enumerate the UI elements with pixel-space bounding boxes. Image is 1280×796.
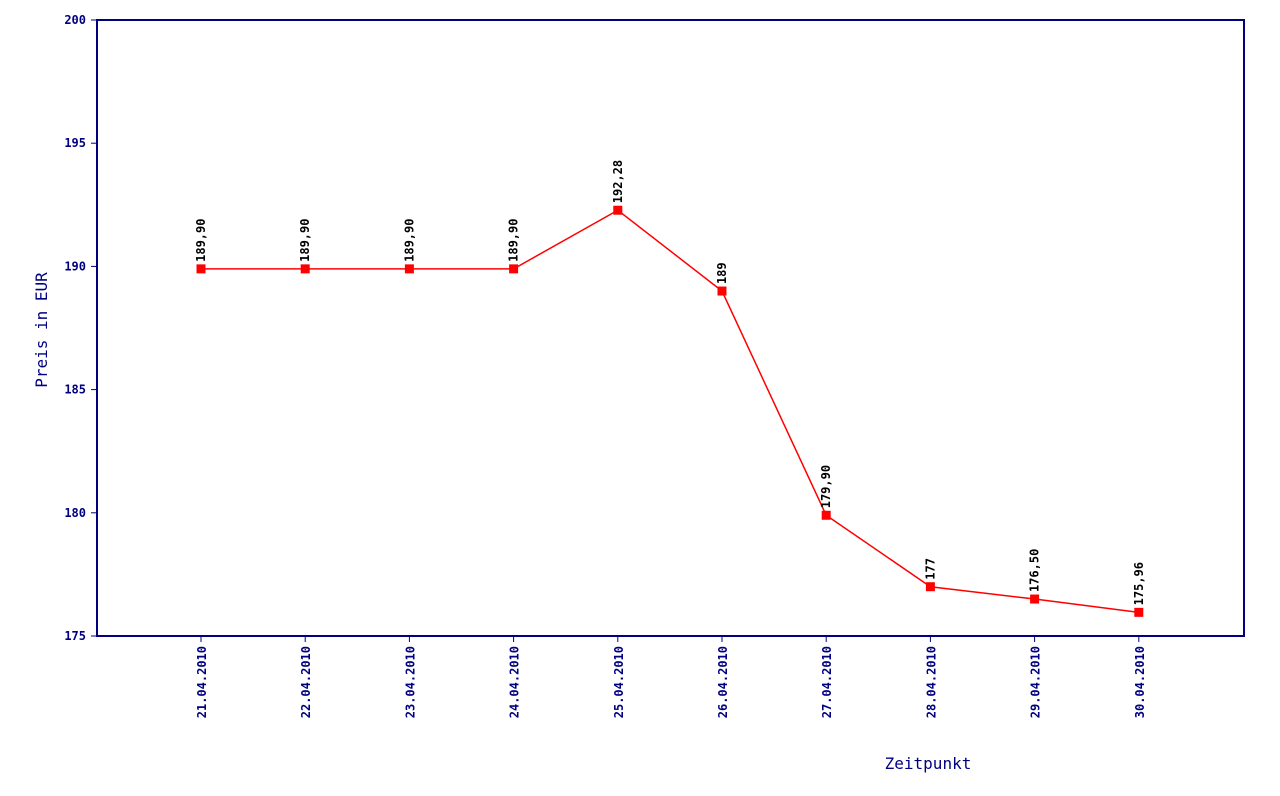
y-tick-label: 190 [64, 259, 86, 273]
series-layer: 189,90 189,90 189,90 189,90 192,28 189 179,90 1… [194, 160, 1146, 617]
data-point-marker [404, 264, 414, 274]
data-point-marker [509, 264, 519, 274]
data-value-label: 176,50 [1028, 549, 1042, 592]
x-tick-label: 23.04.2010 [403, 646, 417, 718]
x-tick-label: 25.04.2010 [612, 646, 626, 718]
data-value-label: 177 [923, 558, 937, 580]
series-line [201, 209, 1139, 614]
plot-frame [96, 19, 1245, 637]
data-point-marker [1030, 594, 1040, 604]
x-tick-label: 30.04.2010 [1133, 646, 1147, 718]
data-value-label: 189,90 [507, 219, 521, 262]
data-value-label: 175,96 [1132, 562, 1146, 605]
x-tick-label: 29.04.2010 [1029, 646, 1043, 718]
data-value-label: 189,90 [194, 219, 208, 262]
x-tick-label: 26.04.2010 [716, 646, 730, 718]
x-tick-label: 28.04.2010 [924, 646, 938, 718]
data-point-marker [196, 264, 206, 274]
x-tick-label: 21.04.2010 [195, 646, 209, 718]
y-axis-ticks: 175 180 185 190 195 200 [64, 13, 97, 643]
y-tick-label: 200 [64, 13, 86, 27]
y-tick-label: 180 [64, 506, 86, 520]
data-point-marker [613, 205, 623, 215]
data-point-marker [1134, 607, 1144, 617]
x-tick-label: 24.04.2010 [508, 646, 522, 718]
data-value-label: 179,90 [819, 465, 833, 508]
x-axis-ticks: 21.04.2010 22.04.2010 23.04.2010 24.04.2010… [195, 636, 1147, 718]
data-point-marker [925, 582, 935, 592]
data-point-marker [821, 510, 831, 520]
data-value-label: 189,90 [298, 219, 312, 262]
y-axis-title: Preis in EUR [32, 272, 51, 388]
data-point-marker [300, 264, 310, 274]
data-value-label: 189 [715, 262, 729, 284]
x-axis-title: Zeitpunkt [885, 754, 972, 773]
y-tick-label: 195 [64, 136, 86, 150]
x-tick-label: 22.04.2010 [299, 646, 313, 718]
y-tick-label: 185 [64, 383, 86, 397]
x-tick-label: 27.04.2010 [820, 646, 834, 718]
data-point-marker [717, 286, 727, 296]
y-tick-label: 175 [64, 629, 86, 643]
data-value-label: 189,90 [402, 219, 416, 262]
data-value-label: 192,28 [611, 160, 625, 203]
